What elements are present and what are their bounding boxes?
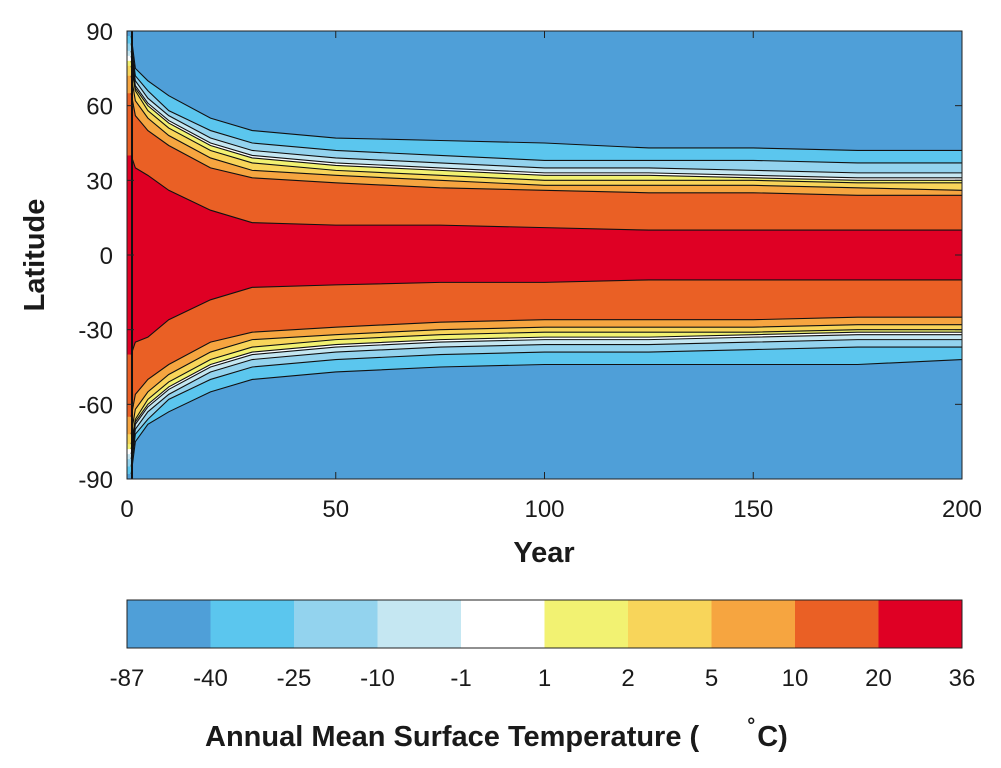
colorbar	[127, 600, 963, 648]
colorbar-swatch	[377, 600, 462, 648]
colorbar-frame	[126, 599, 963, 649]
contour-line-2-south	[130, 329, 962, 445]
x-axis-label: Year	[513, 537, 574, 569]
contour-line--10-north	[130, 50, 962, 174]
contour-line-10-south	[130, 316, 962, 417]
contour-line--25-north	[130, 43, 962, 164]
colorbar-level-label: 20	[865, 665, 892, 692]
colorbar-level-label: -1	[450, 665, 471, 692]
contour-line-2-north	[130, 65, 962, 184]
contour-line-20-south	[130, 279, 962, 355]
colorbar-swatch	[127, 600, 211, 648]
x-tick-label: 50	[322, 496, 349, 523]
x-tick-label: 100	[524, 496, 564, 523]
colorbar-title-main: Annual Mean Surface Temperature (	[205, 721, 700, 753]
colorbar-swatch	[210, 600, 295, 648]
colorbar-swatch	[795, 600, 879, 648]
colorbar-title-degree: °	[747, 715, 755, 737]
contour-line--40-south	[130, 358, 962, 475]
contour-fills	[127, 31, 962, 479]
y-tick-label: -90	[78, 467, 113, 494]
y-tick-label: -30	[78, 318, 113, 345]
contour-line--10-south	[130, 339, 962, 460]
contour-line--1-north	[130, 55, 962, 179]
colorbar-swatch	[711, 600, 796, 648]
contour-line-5-north	[130, 75, 962, 191]
colorbar-swatch	[294, 600, 378, 648]
y-tick-label: 0	[100, 243, 113, 270]
colorbar-swatch	[878, 600, 963, 648]
contour-line--40-north	[130, 35, 962, 152]
y-axis-label: Latitude	[19, 199, 51, 312]
colorbar-ticks: -87 -40 -25 -10 -1 1 2 5 10 20 36	[110, 665, 976, 692]
x-axis: 0 50 100 150 200	[120, 31, 982, 523]
colorbar-level-label: -25	[277, 665, 312, 692]
x-tick-label: 0	[120, 496, 133, 523]
colorbar-swatch	[544, 600, 629, 648]
colorbar-swatch	[461, 600, 545, 648]
colorbar-title-unit: C)	[757, 721, 788, 753]
contour-line-10-north	[130, 93, 962, 196]
x-tick-label: 200	[942, 496, 982, 523]
y-tick-label: 60	[86, 94, 113, 121]
colorbar-level-label: 36	[949, 665, 976, 692]
contour-line-1-north	[130, 60, 962, 181]
colorbar-level-label: 5	[705, 665, 718, 692]
x-tick-label: 150	[733, 496, 773, 523]
contour-line--1-south	[130, 334, 962, 455]
colorbar-level-label: 10	[782, 665, 809, 692]
y-tick-label: 90	[86, 19, 113, 46]
y-axis: 90 60 30 0 -30 -60 -90	[78, 19, 962, 494]
contour-line--25-south	[130, 346, 962, 467]
colorbar-level-label: -87	[110, 665, 145, 692]
colorbar-swatch	[628, 600, 712, 648]
y-tick-label: -60	[78, 392, 113, 419]
colorbar-level-label: 1	[538, 665, 551, 692]
colorbar-level-label: 2	[621, 665, 634, 692]
contour-line-20-north	[130, 155, 962, 231]
colorbar-level-label: -40	[193, 665, 228, 692]
contour-lines	[130, 31, 962, 479]
colorbar-title: Annual Mean Surface Temperature ( °C)	[205, 715, 788, 753]
y-tick-label: 30	[86, 168, 113, 195]
colorbar-level-label: -10	[360, 665, 395, 692]
contour-line-5-south	[130, 324, 962, 435]
band-above-20	[127, 155, 962, 355]
contour-line-1-south	[130, 331, 962, 450]
